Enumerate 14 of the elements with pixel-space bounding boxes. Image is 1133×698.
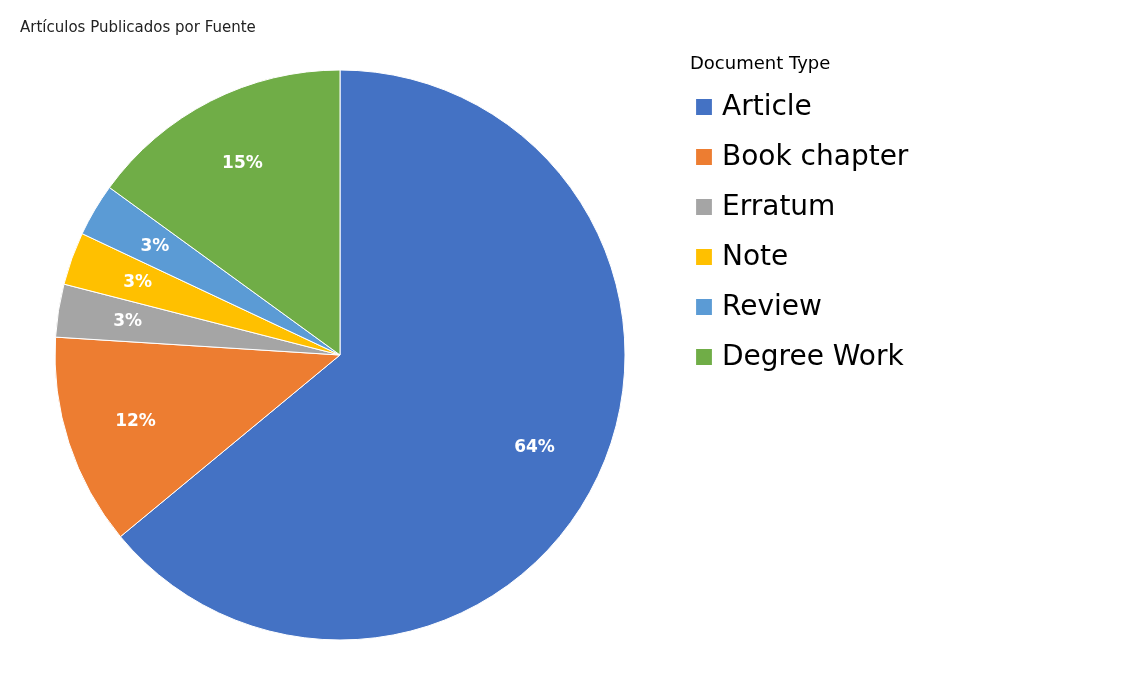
legend-title: Document Type xyxy=(690,52,831,73)
data-label: 15% xyxy=(222,152,263,173)
data-label: 3% xyxy=(140,234,170,255)
legend-label: Book chapter xyxy=(722,139,909,172)
data-label: 12% xyxy=(115,410,156,431)
legend-label: Review xyxy=(722,289,822,322)
legend-label: Erratum xyxy=(722,189,836,222)
legend-label: Degree Work xyxy=(722,339,905,372)
data-label: 3% xyxy=(123,271,153,292)
data-label: 3% xyxy=(113,310,143,331)
legend-label: Note xyxy=(722,239,789,272)
chart-title: Artículos Publicados por Fuente xyxy=(20,18,256,36)
legend-label: Article xyxy=(722,89,812,122)
data-label: 64% xyxy=(514,435,555,456)
